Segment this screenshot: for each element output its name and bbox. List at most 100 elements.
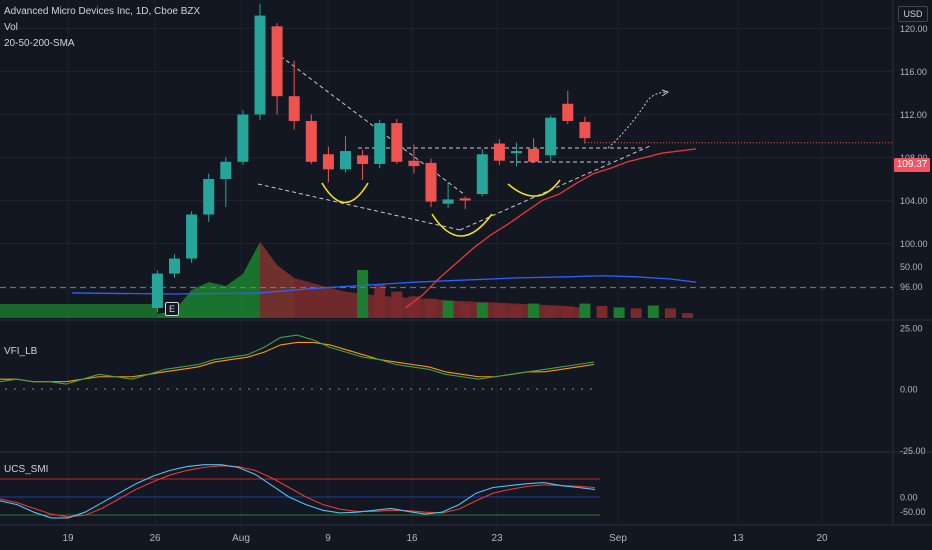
vfi-zero-dot [491,388,493,390]
vfi-zero-dot [131,388,133,390]
vfi-zero-dot [518,388,520,390]
volume-bar [425,298,437,318]
price-tick-label: 96.00 [900,282,923,292]
vfi-zero-dot [284,388,286,390]
vfi-zero-dot [221,388,223,390]
vfi-zero-dot [329,388,331,390]
candle-body [340,151,351,170]
vfi-zero-dot [464,388,466,390]
volume-bar [562,306,574,318]
vfi-zero-dot [473,388,475,390]
smi-panel-label: UCS_SMI [4,464,49,475]
vfi-zero-dot [185,388,187,390]
smi-layer [0,464,600,519]
vfi-zero-dot [338,388,340,390]
volume-layer [0,242,893,318]
vfi-zero-dot [500,388,502,390]
date-tick-label: 16 [406,533,418,544]
volume-bar [391,291,403,318]
vfi-zero-dot [401,388,403,390]
vfi-tick-label: 25.00 [900,323,923,333]
trendlines-layer [257,51,670,237]
volume-bar [408,296,420,318]
vfi-tick-label: 0.00 [900,385,918,395]
candle-body [220,161,232,179]
candle-body [254,15,266,115]
candle-body [442,199,454,204]
vfi-zero-dot [509,388,511,390]
volume-area-down [260,242,585,318]
vfi-zero-dot [176,388,178,390]
symbol-title: Advanced Micro Devices Inc, 1D, Cboe BZX [4,6,201,17]
candle-body [357,155,369,164]
vfi-zero-dot [140,388,142,390]
volume-bar [374,284,386,318]
candle-body [271,26,283,97]
cup-middle [431,213,493,237]
candle-body [528,148,540,162]
candle-body [203,179,215,215]
volume-bar [579,303,591,318]
candle-body [151,273,163,308]
vfi-zero-dot [536,388,538,390]
volume-bar [647,305,659,318]
date-tick-label: 20 [816,533,828,544]
vfi-zero-dot [248,388,250,390]
vfi-zero-dot [311,388,313,390]
vfi-zero-dot [293,388,295,390]
vfi-zero-dot [104,388,106,390]
last-price-tag: 109.37 [894,158,930,172]
volume-bar [596,306,608,318]
vfi-zero-dot [563,388,565,390]
earnings-marker[interactable]: E [165,302,179,316]
axis-labels-layer: 96.00100.00104.00108.00112.00116.00120.0… [62,24,928,544]
candles-layer [151,3,893,313]
vfi-zero-dot [203,388,205,390]
candle-body [169,258,180,274]
vfi-zero-dot [50,388,52,390]
candle-body [391,123,403,162]
vfi-tick-label: 50.00 [900,262,923,272]
price-tick-label: 116.00 [900,67,927,77]
volume-bar [664,308,676,318]
price-tick-label: 104.00 [900,196,928,206]
vfi-zero-dot [419,388,421,390]
vfi-zero-dot [320,388,322,390]
vfi-zero-dot [590,388,592,390]
volume-bar [630,308,642,318]
vfi-panel-label: VFI_LB [4,346,38,357]
vfi-zero-dot [32,388,34,390]
candle-body [408,160,420,167]
currency-badge[interactable]: USD [898,6,928,22]
volume-bar [357,270,369,318]
vfi-zero-dot [347,388,349,390]
vfi-tick-label: -25.00 [900,446,926,456]
sma-red-line [404,148,697,309]
candle-body [305,120,317,162]
vfi-tick-label: -50.00 [900,507,926,517]
smi-signal-line [0,465,596,518]
vfi-zero-dot [41,388,43,390]
vfi-zero-dot [77,388,79,390]
date-tick-label: 13 [732,533,744,544]
vfi-zero-dot [59,388,61,390]
vfi-zero-dot [257,388,259,390]
volume-bar [442,300,454,318]
vfi-zero-dot [230,388,232,390]
candle-body [579,122,591,139]
candle-body [511,151,522,154]
candle-body [562,103,574,121]
sma-indicator-label: 20-50-200-SMA [4,38,75,49]
cup-right [507,179,561,197]
smi-main-line [0,464,596,519]
projected-arrowhead [661,89,670,97]
vfi-zero-dot [374,388,376,390]
vfi-zero-dot [95,388,97,390]
vfi-zero-dot [239,388,241,390]
vfi-zero-dot [122,388,124,390]
volume-bar [511,306,522,318]
date-tick-label: Aug [232,533,250,544]
price-tick-label: 112.00 [900,110,927,120]
volume-bar [613,307,625,318]
